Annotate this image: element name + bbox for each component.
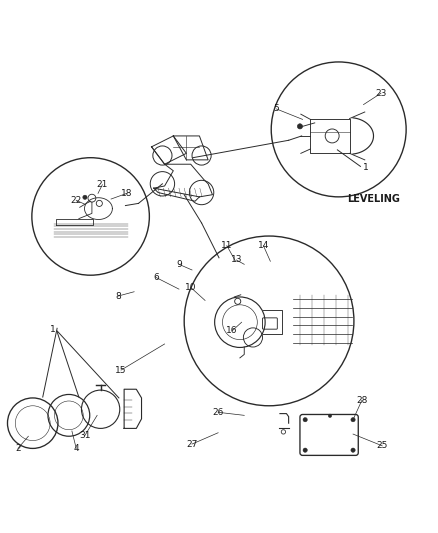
Text: 16: 16 — [226, 326, 238, 335]
Text: 9: 9 — [176, 260, 182, 269]
Circle shape — [351, 448, 355, 453]
Text: 21: 21 — [97, 180, 108, 189]
Text: LEVELING: LEVELING — [347, 194, 400, 204]
Text: 25: 25 — [377, 441, 388, 450]
Text: 26: 26 — [212, 408, 224, 417]
Text: 10: 10 — [185, 283, 197, 292]
Text: 28: 28 — [356, 396, 367, 405]
Circle shape — [351, 417, 355, 422]
Text: 8: 8 — [115, 292, 121, 301]
Text: 13: 13 — [231, 255, 242, 264]
Circle shape — [328, 414, 332, 417]
Text: 15: 15 — [115, 366, 127, 375]
Text: 22: 22 — [71, 196, 82, 205]
Text: 31: 31 — [79, 431, 91, 440]
Circle shape — [83, 195, 87, 199]
Text: 18: 18 — [121, 189, 132, 198]
Text: 27: 27 — [186, 440, 198, 449]
Text: 6: 6 — [153, 273, 159, 282]
Text: 4: 4 — [74, 444, 79, 453]
Circle shape — [303, 448, 307, 453]
Text: 2: 2 — [15, 444, 21, 453]
Text: 11: 11 — [221, 241, 233, 250]
Text: 5: 5 — [274, 104, 279, 114]
Circle shape — [303, 417, 307, 422]
Circle shape — [297, 124, 303, 129]
Text: 23: 23 — [375, 89, 387, 98]
Text: 1: 1 — [50, 325, 56, 334]
Text: 14: 14 — [258, 241, 269, 250]
Text: 1: 1 — [363, 163, 369, 172]
